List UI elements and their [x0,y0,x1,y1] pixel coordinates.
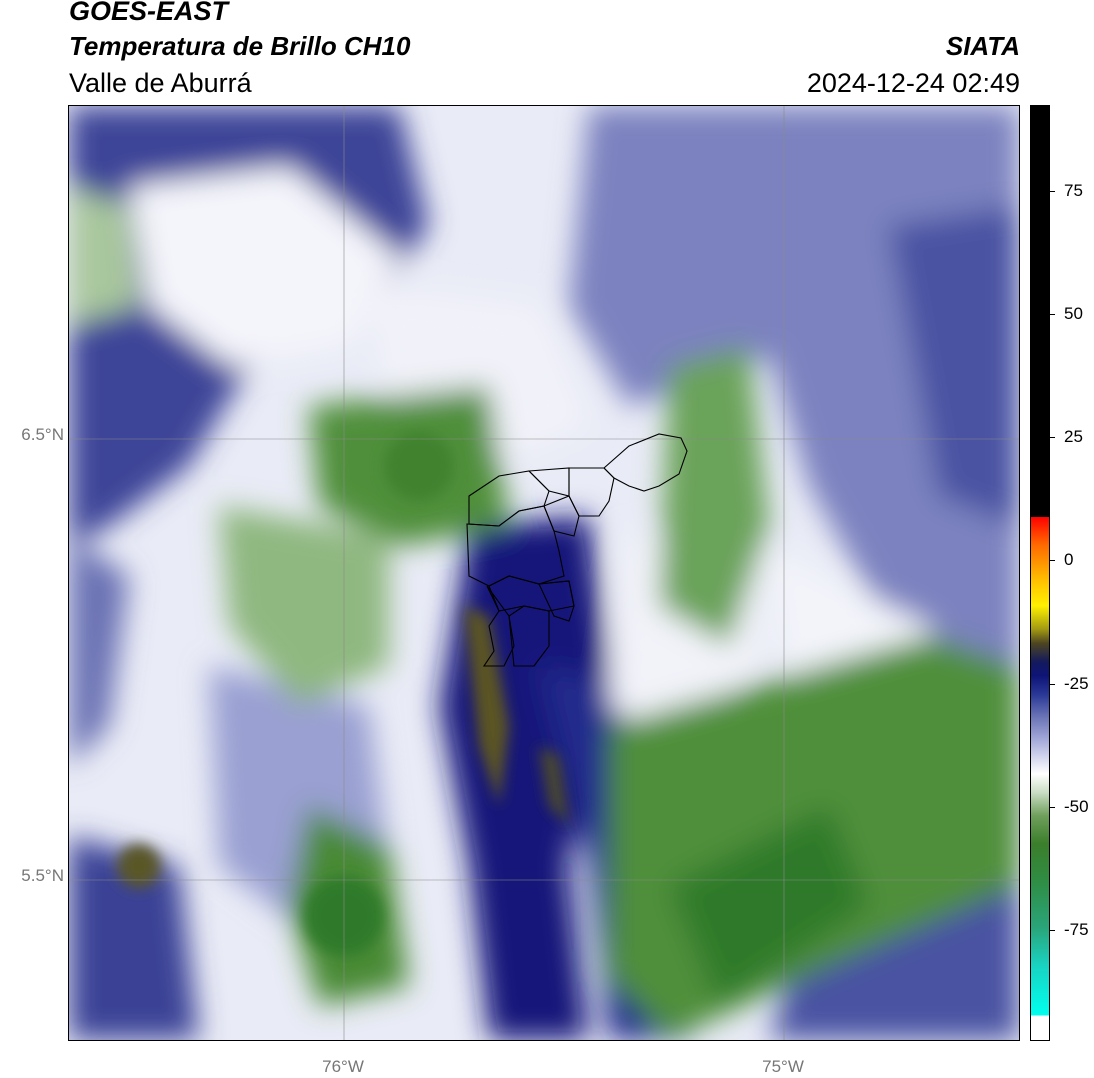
latitude-label-5-5n: 5.5°N [21,866,64,885]
product-title: Temperatura de Brillo CH10 [69,31,411,61]
colorbar-label-75: 75 [1064,181,1083,200]
colorbar-label-minus50: -50 [1064,797,1089,816]
satellite-map[interactable] [68,105,1020,1041]
timestamp-label: 2024-12-24 02:49 [806,68,1020,98]
latitude-label-6-5n: 6.5°N [21,425,64,444]
brand-label: SIATA [945,31,1020,61]
colorbar-tick [1050,437,1055,438]
satellite-title: GOES-EAST [69,0,229,26]
colorbar-label-25: 25 [1064,427,1083,446]
colorbar [1030,105,1050,1041]
municipality-boundaries [466,433,688,667]
longitude-label-76w: 76°W [322,1057,364,1076]
colorbar-label-minus25: -25 [1064,674,1089,693]
brightness-temperature-field [69,106,1019,1040]
colorbar-tick [1050,807,1055,808]
colorbar-tick [1050,314,1055,315]
colorbar-label-0: 0 [1064,550,1074,569]
region-subtitle: Valle de Aburrá [69,68,252,98]
colorbar-label-minus75: -75 [1064,920,1089,939]
colorbar-tick [1050,191,1055,192]
colorbar-tick [1050,684,1055,685]
colorbar-label-50: 50 [1064,304,1083,323]
longitude-label-75w: 75°W [762,1057,804,1076]
colorbar-tick [1050,560,1055,561]
colorbar-tick [1050,930,1055,931]
